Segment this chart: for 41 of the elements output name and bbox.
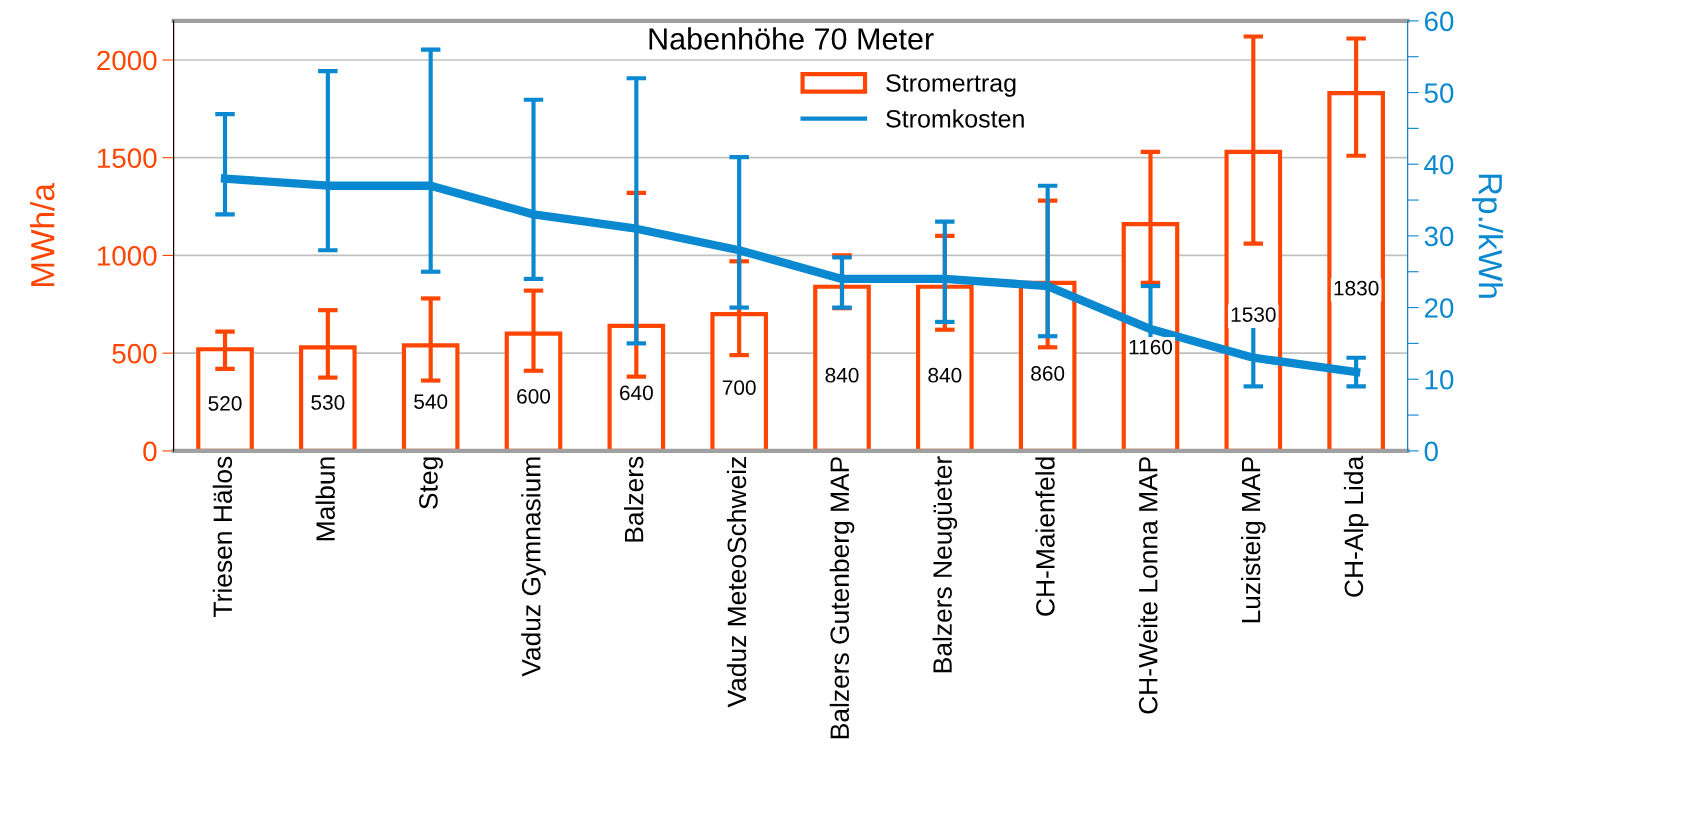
y-tick-label: 2000: [97, 50, 157, 71]
x-tick-label: Vaduz Gymnasium: [521, 457, 546, 677]
y-axis-title: MWh/a: [30, 183, 55, 286]
data-label: 1530: [1231, 307, 1276, 322]
y2-tick-label: 10: [1425, 369, 1454, 390]
x-tick-label: CH-Maienfeld: [1035, 457, 1055, 616]
y2-tick-label: 40: [1424, 154, 1454, 175]
x-tick-label: Steg: [419, 457, 443, 509]
x-tick-label: Vaduz MeteoSchweiz: [726, 457, 747, 708]
x-tick-label: CH-Weite Lonna MAP: [1138, 457, 1158, 714]
data-label: 840: [825, 367, 859, 383]
y2-tick-label: 20: [1424, 298, 1454, 318]
data-label: 540: [414, 394, 448, 409]
legend-label: Stromertrag: [886, 74, 1016, 97]
y-tick-label: 500: [112, 343, 157, 364]
y-tick-label: 1000: [97, 246, 157, 266]
x-tick-label: Balzers Neugüeter: [932, 456, 958, 673]
y2-tick-label: 50: [1424, 83, 1454, 103]
data-label: 1160: [1129, 339, 1173, 355]
y2-tick-label: 60: [1424, 11, 1454, 32]
x-tick-label: Malbun: [315, 457, 335, 541]
x-tick-label: Triesen Hälos: [212, 456, 233, 617]
y-tick-label: 0: [143, 441, 157, 462]
legend-label: Stromkosten: [886, 109, 1024, 128]
data-label: 520: [208, 396, 242, 411]
x-tick-label: Balzers Gutenberg MAP: [829, 457, 855, 739]
x-tick-label: Luzisteig MAP: [1241, 457, 1266, 623]
y2-tick-label: 30: [1424, 226, 1454, 247]
data-label: 700: [722, 380, 756, 395]
data-label: 1830: [1334, 280, 1379, 296]
y-tick-label: 1500: [97, 148, 157, 169]
chart-title: Nabenhöhe 70 Meter: [649, 27, 934, 50]
y2-axis-title: Rp./kWh: [1471, 174, 1504, 298]
y2-tick-label: 0: [1424, 441, 1438, 462]
data-label: 640: [620, 385, 653, 401]
data-label: 600: [517, 388, 551, 404]
data-label: 860: [1031, 366, 1065, 381]
x-tick-label: CH-Alp Lida: [1343, 455, 1369, 597]
x-tick-label: Balzers: [624, 456, 644, 542]
data-label: 530: [311, 395, 345, 410]
data-label: 840: [928, 367, 962, 383]
